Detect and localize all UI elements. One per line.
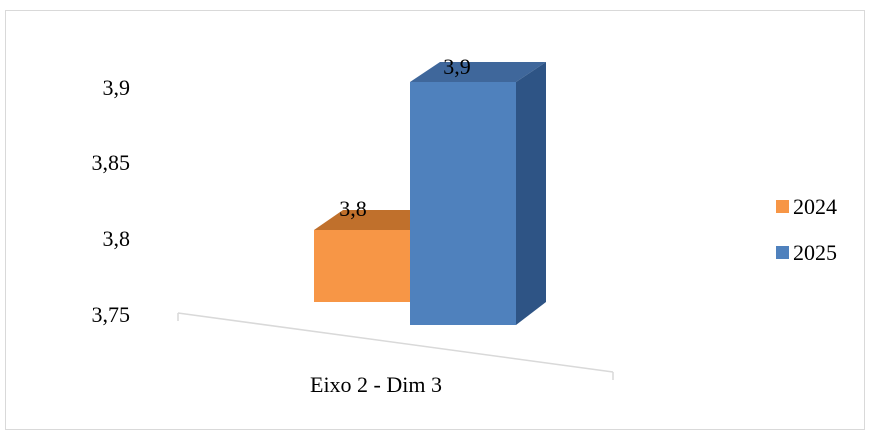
- bar-2025: [410, 62, 546, 325]
- bar-2025-top: [410, 62, 546, 82]
- bar-2025-side: [516, 62, 546, 325]
- legend-swatch-2024: [776, 200, 789, 213]
- data-label-2025: 3,9: [443, 54, 471, 79]
- data-label-2024: 3,8: [339, 196, 367, 221]
- legend: 2024 2025: [776, 194, 837, 265]
- floor-back-edge: [177, 312, 614, 373]
- x-category-label: Eixo 2 - Dim 3: [310, 372, 442, 397]
- legend-swatch-2025: [776, 246, 789, 259]
- bar-2024-front: [314, 230, 410, 302]
- y-tick-label: 3,8: [103, 226, 131, 251]
- y-tick-label: 3,9: [103, 75, 131, 100]
- y-tick-label: 3,85: [92, 150, 131, 175]
- bar-2024: [314, 210, 440, 302]
- y-tick-label: 3,75: [92, 302, 131, 327]
- legend-label-2024: 2024: [793, 194, 837, 219]
- bar-2024-top: [314, 210, 440, 230]
- legend-label-2025: 2025: [793, 240, 837, 265]
- bar-2025-front: [410, 82, 516, 325]
